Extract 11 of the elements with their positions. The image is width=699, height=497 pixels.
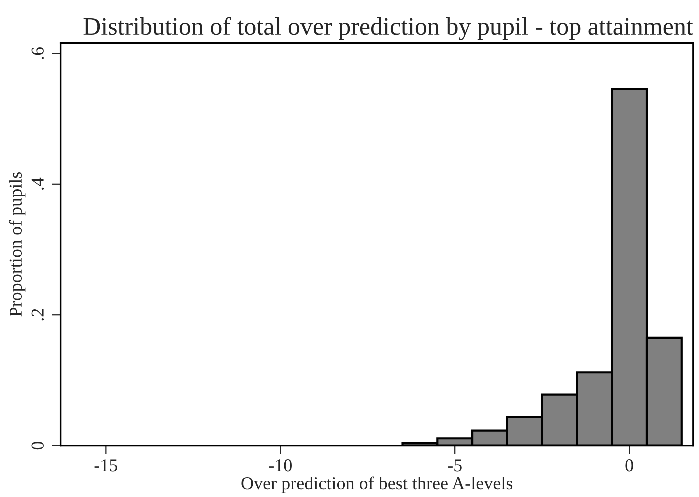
x-tick-label: -10 <box>269 460 292 472</box>
y-tick-label: .2 <box>32 309 44 321</box>
y-tick-label: 0 <box>32 442 44 450</box>
y-tick-label: .6 <box>32 47 44 60</box>
y-tick-label: .4 <box>32 178 44 190</box>
y-axis-title: Proportion of pupils <box>9 172 26 317</box>
x-tick-label: -15 <box>94 460 118 472</box>
chart-title: Distribution of total over prediction by pupil - top attainment <box>84 17 694 40</box>
x-tick-label: -5 <box>448 460 462 472</box>
x-tick-label: 0 <box>626 460 634 472</box>
x-axis-title: Over prediction of best three A-levels <box>242 476 513 494</box>
